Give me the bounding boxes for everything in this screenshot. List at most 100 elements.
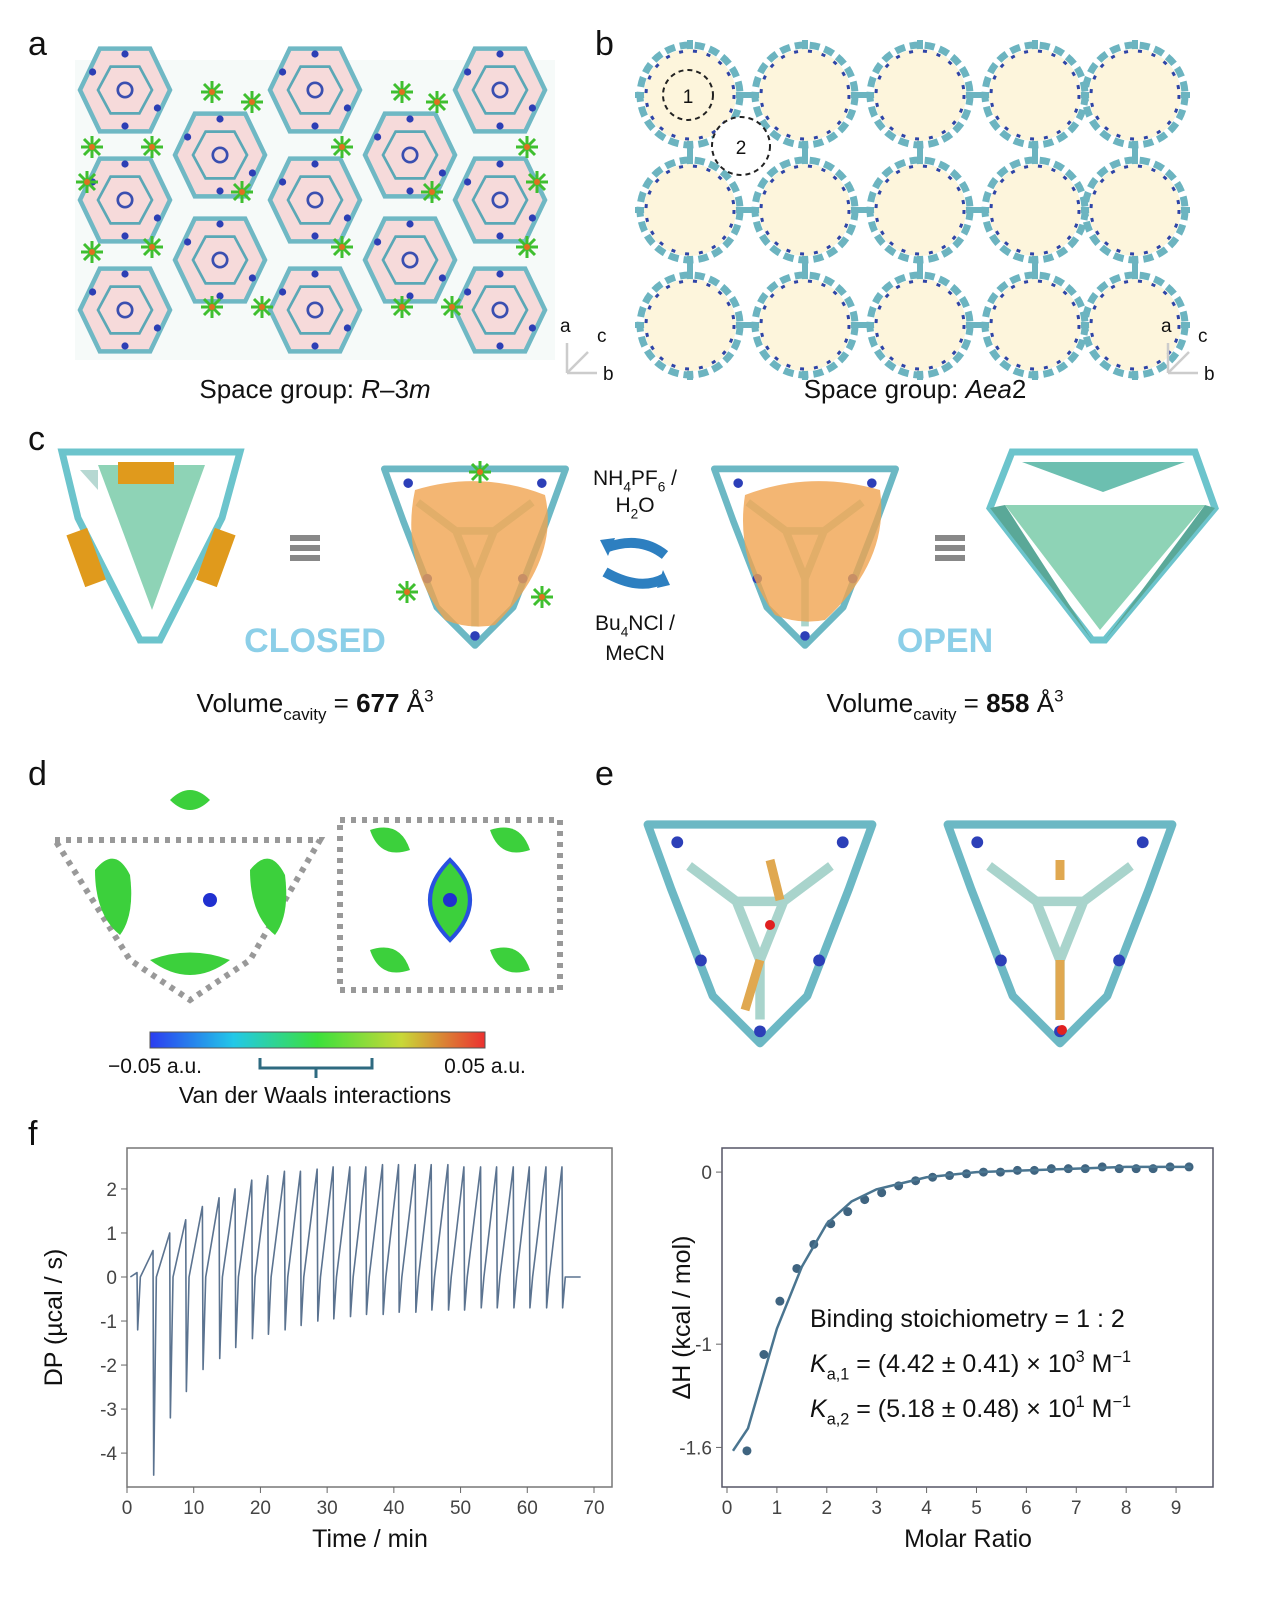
text-segment: Space group:	[804, 374, 966, 404]
scale-label: 0.05 a.u.	[444, 1055, 526, 1078]
x-axis-label: Molar Ratio	[904, 1525, 1032, 1553]
y-axis-label: ΔH (kcal / mol)	[668, 1236, 696, 1400]
reagent: H2O	[615, 494, 654, 521]
data-point	[877, 1188, 887, 1198]
text-segment: MeCN	[605, 642, 665, 665]
text-segment: 858	[986, 688, 1029, 718]
text-segment: Binding stoichiometry = 1 : 2	[810, 1305, 1125, 1333]
text-segment: =	[326, 688, 356, 718]
data-point	[742, 1446, 752, 1456]
annotation: Ka,1 = (4.42 ± 0.41) × 103 M−1	[810, 1348, 1131, 1384]
text-segment: 677	[356, 688, 399, 718]
y-tick-label: -1	[100, 1312, 117, 1333]
text-segment: 3	[1054, 687, 1063, 706]
caption: Space group: R–3m	[199, 374, 430, 404]
x-tick-label: 0	[722, 1498, 733, 1519]
bracket	[258, 1058, 374, 1078]
text-segment: cavity	[283, 705, 327, 724]
axis-triad	[1166, 343, 1198, 375]
x-tick-label: 4	[921, 1498, 932, 1519]
text-segment: Å	[399, 688, 424, 718]
text-segment: Volume	[827, 688, 914, 718]
panel-label: f	[28, 1115, 38, 1153]
crystal-packing-a	[74, 49, 555, 360]
x-axis-label: Time / min	[312, 1525, 428, 1553]
text-segment: K	[810, 1395, 828, 1423]
text-segment: −1	[1112, 1393, 1131, 1411]
volume: Volumecavity = 858 Å3	[827, 687, 1064, 724]
data-point	[759, 1349, 769, 1359]
axis-name: c	[597, 326, 607, 347]
complex-structure	[648, 825, 1173, 1044]
text-segment: −1	[1112, 1348, 1131, 1366]
x-tick-label: 8	[1121, 1498, 1132, 1519]
plot-frame	[126, 1147, 613, 1488]
data-point	[1148, 1164, 1158, 1174]
text-segment: 3	[424, 687, 433, 706]
annotation: Binding stoichiometry = 1 : 2	[810, 1305, 1125, 1333]
y-axis-label: DP (µcal / s)	[40, 1249, 68, 1387]
crystal-packing-b	[635, 40, 1190, 380]
pore-label: 1	[683, 87, 694, 108]
closed-cartoon	[57, 448, 245, 644]
state-label: CLOSED	[244, 622, 386, 660]
axis-triad	[565, 343, 597, 375]
y-tick-label: 1	[106, 1224, 117, 1245]
x-tick-label: 10	[183, 1498, 204, 1519]
y-tick-label: -2	[100, 1356, 117, 1377]
text-segment: M	[1085, 1350, 1113, 1378]
pore-label: 2	[736, 138, 747, 159]
x-tick-label: 2	[821, 1498, 832, 1519]
data-point	[1114, 1164, 1124, 1174]
text-segment: Bu	[595, 612, 621, 635]
text-segment: 4	[623, 479, 631, 494]
data-point	[775, 1296, 785, 1306]
text-segment: a,1	[827, 1366, 850, 1384]
y-tick-label: -1	[695, 1335, 712, 1356]
text-segment: R	[361, 374, 380, 404]
panel-label: a	[28, 25, 47, 63]
data-point	[1131, 1164, 1141, 1174]
x-tick-label: 20	[250, 1498, 271, 1519]
text-segment: /	[665, 467, 677, 490]
text-segment: cavity	[913, 705, 957, 724]
data-line	[129, 1163, 581, 1476]
x-tick-label: 40	[383, 1498, 404, 1519]
reagent: NH4PF6 /	[593, 467, 677, 494]
arrow-head	[600, 538, 615, 556]
y-tick-label: 0	[106, 1268, 117, 1289]
text-segment: Å	[1029, 688, 1054, 718]
x-tick-label: 7	[1071, 1498, 1082, 1519]
text-segment: 4	[621, 624, 629, 639]
volume: Volumecavity = 677 Å3	[197, 687, 434, 724]
panel-label: b	[595, 25, 614, 63]
panel-label: d	[28, 755, 47, 793]
data-point	[843, 1207, 853, 1217]
scale-label: −0.05 a.u.	[108, 1055, 202, 1078]
x-tick-label: 70	[583, 1498, 604, 1519]
y-tick-label: -1.6	[679, 1438, 712, 1459]
reagent: Bu4NCl /	[595, 612, 675, 639]
text-segment: 2	[1012, 374, 1026, 404]
axis-name: b	[603, 364, 614, 385]
text-segment: Aea	[964, 374, 1012, 404]
closed-cage	[384, 459, 565, 645]
y-tick-label: 2	[106, 1180, 117, 1201]
text-segment: M	[1085, 1395, 1113, 1423]
text-segment: = (5.18 ± 0.48) × 10	[849, 1395, 1075, 1423]
text-segment: –3	[380, 374, 409, 404]
text-segment: 2	[631, 506, 639, 521]
axis-name: c	[1198, 326, 1208, 347]
x-tick-label: 3	[871, 1498, 882, 1519]
text-segment: NCl /	[628, 612, 675, 635]
x-tick-label: 1	[772, 1498, 783, 1519]
y-tick-label: -4	[100, 1444, 117, 1465]
equivalence-sign	[290, 535, 320, 561]
axis-name: a	[1161, 316, 1172, 337]
arrow-head	[657, 570, 670, 588]
text-segment: NH	[593, 467, 623, 490]
scale-caption: Van der Waals interactions	[179, 1082, 451, 1108]
plot-frame	[721, 1147, 1214, 1488]
